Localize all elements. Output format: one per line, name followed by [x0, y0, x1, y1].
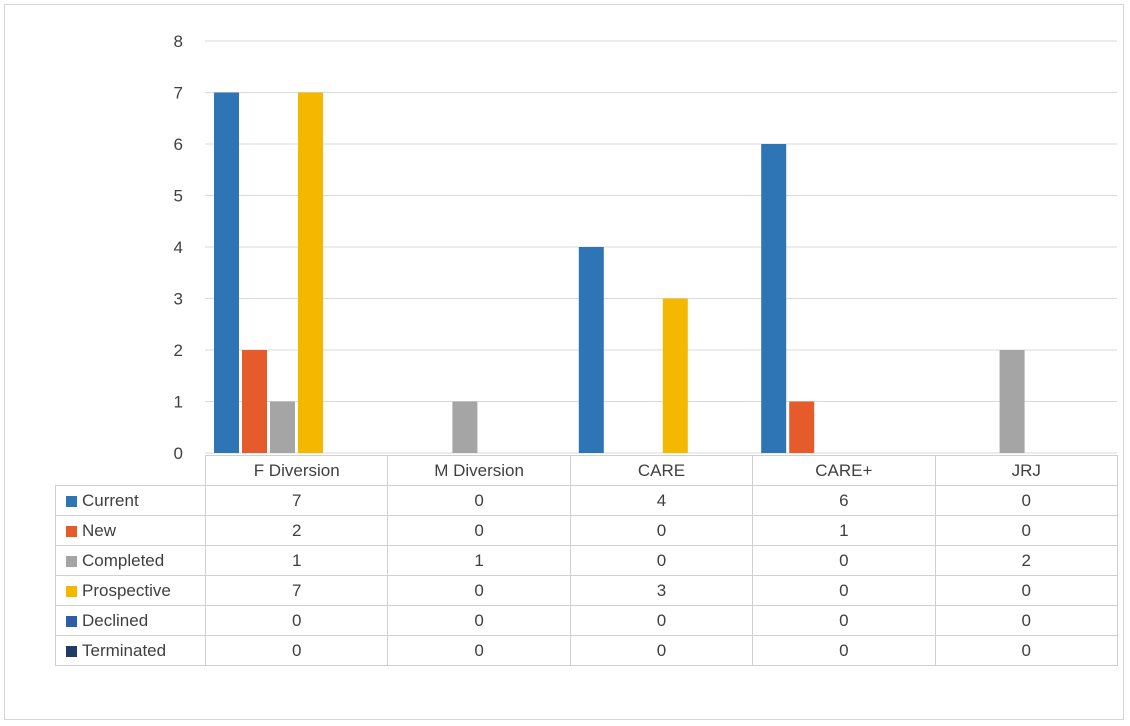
- data-label: 6: [752, 485, 936, 516]
- data-label: 0: [934, 635, 1118, 666]
- data-label: 0: [752, 605, 936, 636]
- data-label: 0: [569, 635, 754, 666]
- x-category-label: CARE+: [752, 455, 936, 486]
- y-tick-label: 1: [174, 393, 183, 412]
- data-label: 0: [204, 635, 389, 666]
- legend-entry: Completed: [55, 545, 206, 576]
- data-label: 0: [934, 605, 1118, 636]
- table-row: Current 7 0 4 6 0: [55, 485, 1118, 516]
- legend-entry: Prospective: [55, 575, 206, 606]
- data-label: 0: [752, 635, 936, 666]
- bar-prospective-f-diversion: [298, 92, 323, 453]
- legend-label: Terminated: [82, 640, 167, 660]
- data-table: F Diversion M Diversion CARE CARE+ JRJ Curren…: [55, 455, 1118, 666]
- data-label: 0: [387, 575, 571, 606]
- bar-new-f-diversion: [242, 350, 267, 453]
- y-tick-label: 2: [174, 341, 183, 360]
- data-label: 0: [387, 485, 571, 516]
- data-label: 7: [204, 485, 389, 516]
- data-label: 0: [934, 515, 1118, 546]
- data-label: 0: [387, 605, 571, 636]
- data-label: 0: [752, 545, 936, 576]
- data-label: 0: [569, 605, 754, 636]
- y-tick-label: 6: [174, 135, 183, 154]
- y-tick-label: 5: [174, 187, 183, 206]
- bar-completed-f-diversion: [270, 401, 295, 453]
- y-tick-label: 0: [174, 444, 183, 463]
- data-label: 0: [569, 515, 754, 546]
- data-label: 1: [387, 545, 571, 576]
- y-tick-label: 7: [174, 84, 183, 103]
- legend-label: Prospective: [82, 580, 171, 600]
- legend-entry: New: [55, 515, 206, 546]
- data-label: 2: [934, 545, 1118, 576]
- y-tick-label: 4: [174, 238, 183, 257]
- legend-entry: Terminated: [55, 635, 206, 666]
- table-row: Declined 0 0 0 0 0: [55, 605, 1118, 636]
- data-label: 0: [387, 635, 571, 666]
- bar-completed-jrj: [999, 350, 1025, 453]
- y-tick-label: 8: [174, 32, 183, 51]
- data-label: 1: [204, 545, 389, 576]
- data-label: 0: [204, 605, 389, 636]
- x-category-label: M Diversion: [387, 455, 571, 486]
- legend-label: Completed: [82, 550, 165, 570]
- bar-prospective-care: [662, 298, 688, 453]
- data-label: 0: [752, 575, 936, 606]
- table-corner: [55, 455, 206, 486]
- legend-swatch: [66, 585, 77, 597]
- table-row: Terminated 0 0 0 0 0: [55, 635, 1118, 666]
- legend-swatch: [66, 495, 77, 507]
- legend-swatch: [66, 525, 77, 537]
- table-row: New 2 0 0 1 0: [55, 515, 1118, 546]
- data-label: 1: [752, 515, 936, 546]
- bar-current-care-: [761, 144, 787, 453]
- table-row: Prospective 7 0 3 0 0: [55, 575, 1118, 606]
- table-header-row: F Diversion M Diversion CARE CARE+ JRJ: [55, 455, 1118, 486]
- bar-current-f-diversion: [214, 92, 239, 453]
- table-row: Completed 1 1 0 0 2: [55, 545, 1118, 576]
- legend-swatch: [66, 615, 77, 627]
- x-category-label: JRJ: [934, 455, 1118, 486]
- x-category-label: F Diversion: [204, 455, 389, 486]
- bar-completed-m-diversion: [452, 401, 478, 453]
- data-label: 7: [204, 575, 389, 606]
- data-label: 0: [934, 575, 1118, 606]
- data-label: 4: [569, 485, 754, 516]
- legend-entry: Current: [55, 485, 206, 516]
- data-label: 0: [934, 485, 1118, 516]
- legend-swatch: [66, 555, 77, 567]
- bar-current-care: [578, 247, 604, 453]
- data-label: 0: [569, 545, 754, 576]
- legend-swatch: [66, 645, 77, 657]
- legend-label: New: [82, 520, 117, 540]
- legend-entry: Declined: [55, 605, 206, 636]
- bar-new-care-: [789, 401, 815, 453]
- y-tick-label: 3: [174, 290, 183, 309]
- legend-label: Current: [82, 490, 139, 510]
- data-label: 3: [569, 575, 754, 606]
- x-category-label: CARE: [569, 455, 754, 486]
- data-label: 0: [387, 515, 571, 546]
- data-label: 2: [204, 515, 389, 546]
- legend-label: Declined: [82, 610, 149, 630]
